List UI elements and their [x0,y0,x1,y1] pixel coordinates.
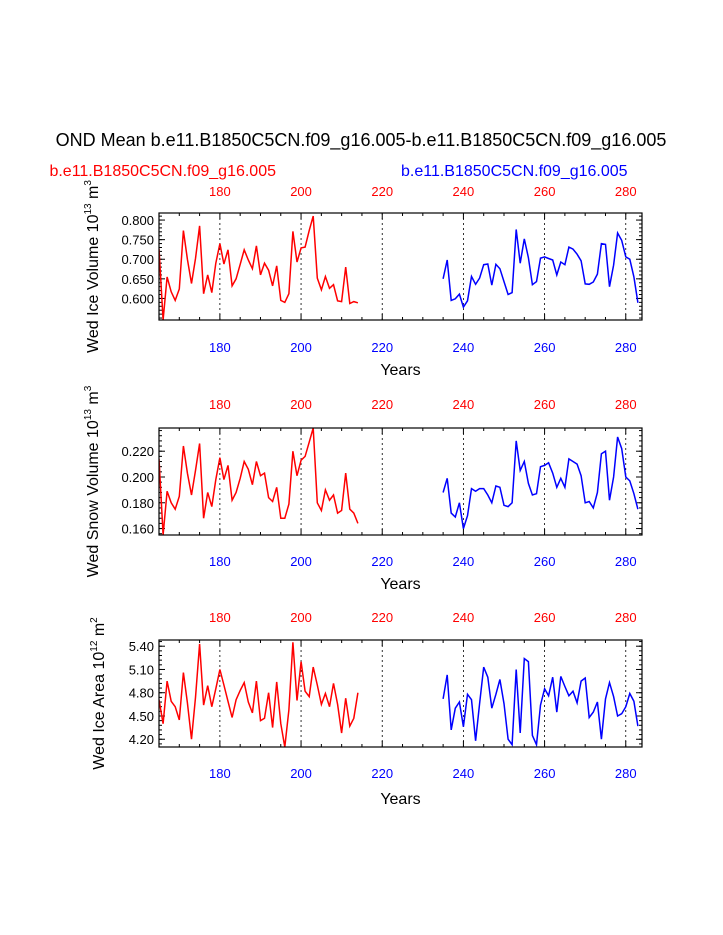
panel-3: 180 200 220 240 260 280 180 200 220 240 260 280 5.40… [89,610,643,808]
top-axis-tick-label: 180 [209,184,231,199]
chart-title: OND Mean b.e11.B1850C5CN.f09_g16.005-b.e… [56,130,667,151]
bottom-axis-tick-label: 280 [615,766,637,781]
y-axis-label: Wed Ice Volume 1013 m3 [83,180,102,353]
y-axis-label: Wed Snow Volume 1013 m3 [83,385,102,577]
top-axis-tick-label: 200 [290,184,312,199]
top-axis-tick-label: 260 [534,184,556,199]
bottom-axis-tick-label: 200 [290,766,312,781]
bottom-axis-tick-label: 180 [209,766,231,781]
series-line-red [159,215,359,320]
y-label-unit-exponent: 3 [83,385,94,391]
bottom-axis-tick-label: 220 [371,340,393,355]
panels-group: 180 200 220 240 260 280 180 200 220 240 260 280 0.80… [83,180,643,808]
plot-frame [158,427,643,536]
bottom-axis-tick-label: 200 [290,554,312,569]
bottom-axis-tick-label: 260 [534,554,556,569]
top-axis-tick-label: 260 [534,397,556,412]
y-axis-label: Wed Ice Area 1012 m2 [89,617,108,770]
top-axis-tick-label: 280 [615,397,637,412]
bottom-axis-tick-label: 260 [534,766,556,781]
legend-entry-blue: b.e11.B1850C5CN.f09_g16.005 [401,163,628,180]
bottom-axis-tick-label: 180 [209,554,231,569]
y-label-main: Wed Snow Volume 10 [85,420,102,577]
y-label-exponent: 13 [83,203,94,215]
plot-frame [158,212,643,321]
top-axis-tick-label: 240 [453,397,475,412]
top-axis-tick-label: 220 [371,610,393,625]
bottom-axis-tick-label: 220 [371,766,393,781]
y-label-unit: m [91,623,108,641]
top-axis-tick-label: 240 [453,184,475,199]
series-line-blue [442,657,639,747]
top-axis-tick-label: 240 [453,610,475,625]
series-line-blue [442,229,639,309]
panel-1: 180 200 220 240 260 280 180 200 220 240 260 280 0.80… [83,180,643,379]
bottom-axis-tick-label: 200 [290,340,312,355]
plot-frame [158,639,643,748]
y-tick-label: 0.650 [121,272,154,287]
x-axis-label: Years [380,791,420,808]
y-tick-label: 0.750 [121,233,154,248]
bottom-axis-tick-label: 240 [453,340,475,355]
bottom-axis-tick-label: 260 [534,340,556,355]
top-axis-tick-label: 220 [371,184,393,199]
series-line-red [159,428,359,535]
top-axis-tick-label: 200 [290,397,312,412]
y-label-unit-exponent: 3 [83,180,94,186]
y-tick-label: 5.40 [129,639,154,654]
bottom-axis-tick-label: 180 [209,340,231,355]
bottom-axis-tick-label: 220 [371,554,393,569]
y-label-exponent: 12 [89,640,100,652]
y-label-unit: m [85,186,102,204]
y-tick-label: 0.800 [121,213,154,228]
y-tick-label: 4.80 [129,686,154,701]
y-tick-label: 4.20 [129,732,154,747]
legend-entry-red: b.e11.B1850C5CN.f09_g16.005 [49,163,276,180]
y-tick-label: 0.220 [121,444,154,459]
top-axis-tick-label: 280 [615,184,637,199]
y-label-main: Wed Ice Volume 10 [85,214,102,353]
bottom-axis-tick-label: 280 [615,340,637,355]
bottom-axis-tick-label: 240 [453,766,475,781]
y-tick-label: 0.180 [121,496,154,511]
top-axis-tick-label: 280 [615,610,637,625]
panel-2: 180 200 220 240 260 280 180 200 220 240 260 280 0.22… [83,385,643,593]
y-tick-label: 0.600 [121,291,154,306]
series-line-blue [442,436,639,529]
y-label-main: Wed Ice Area 10 [91,652,108,770]
y-tick-label: 0.700 [121,252,154,267]
x-axis-label: Years [380,362,420,379]
top-axis-tick-label: 200 [290,610,312,625]
bottom-axis-tick-label: 240 [453,554,475,569]
x-axis-label: Years [380,576,420,593]
bottom-axis-tick-label: 280 [615,554,637,569]
top-axis-tick-label: 180 [209,610,231,625]
series-line-red [159,642,359,747]
y-label-unit: m [85,391,102,409]
y-label-exponent: 13 [83,409,94,421]
y-tick-label: 5.10 [129,662,154,677]
y-label-unit-exponent: 2 [89,617,100,623]
y-tick-label: 0.160 [121,522,154,537]
top-axis-tick-label: 260 [534,610,556,625]
y-tick-label: 4.50 [129,709,154,724]
y-tick-label: 0.200 [121,470,154,485]
top-axis-tick-label: 180 [209,397,231,412]
top-axis-tick-label: 220 [371,397,393,412]
